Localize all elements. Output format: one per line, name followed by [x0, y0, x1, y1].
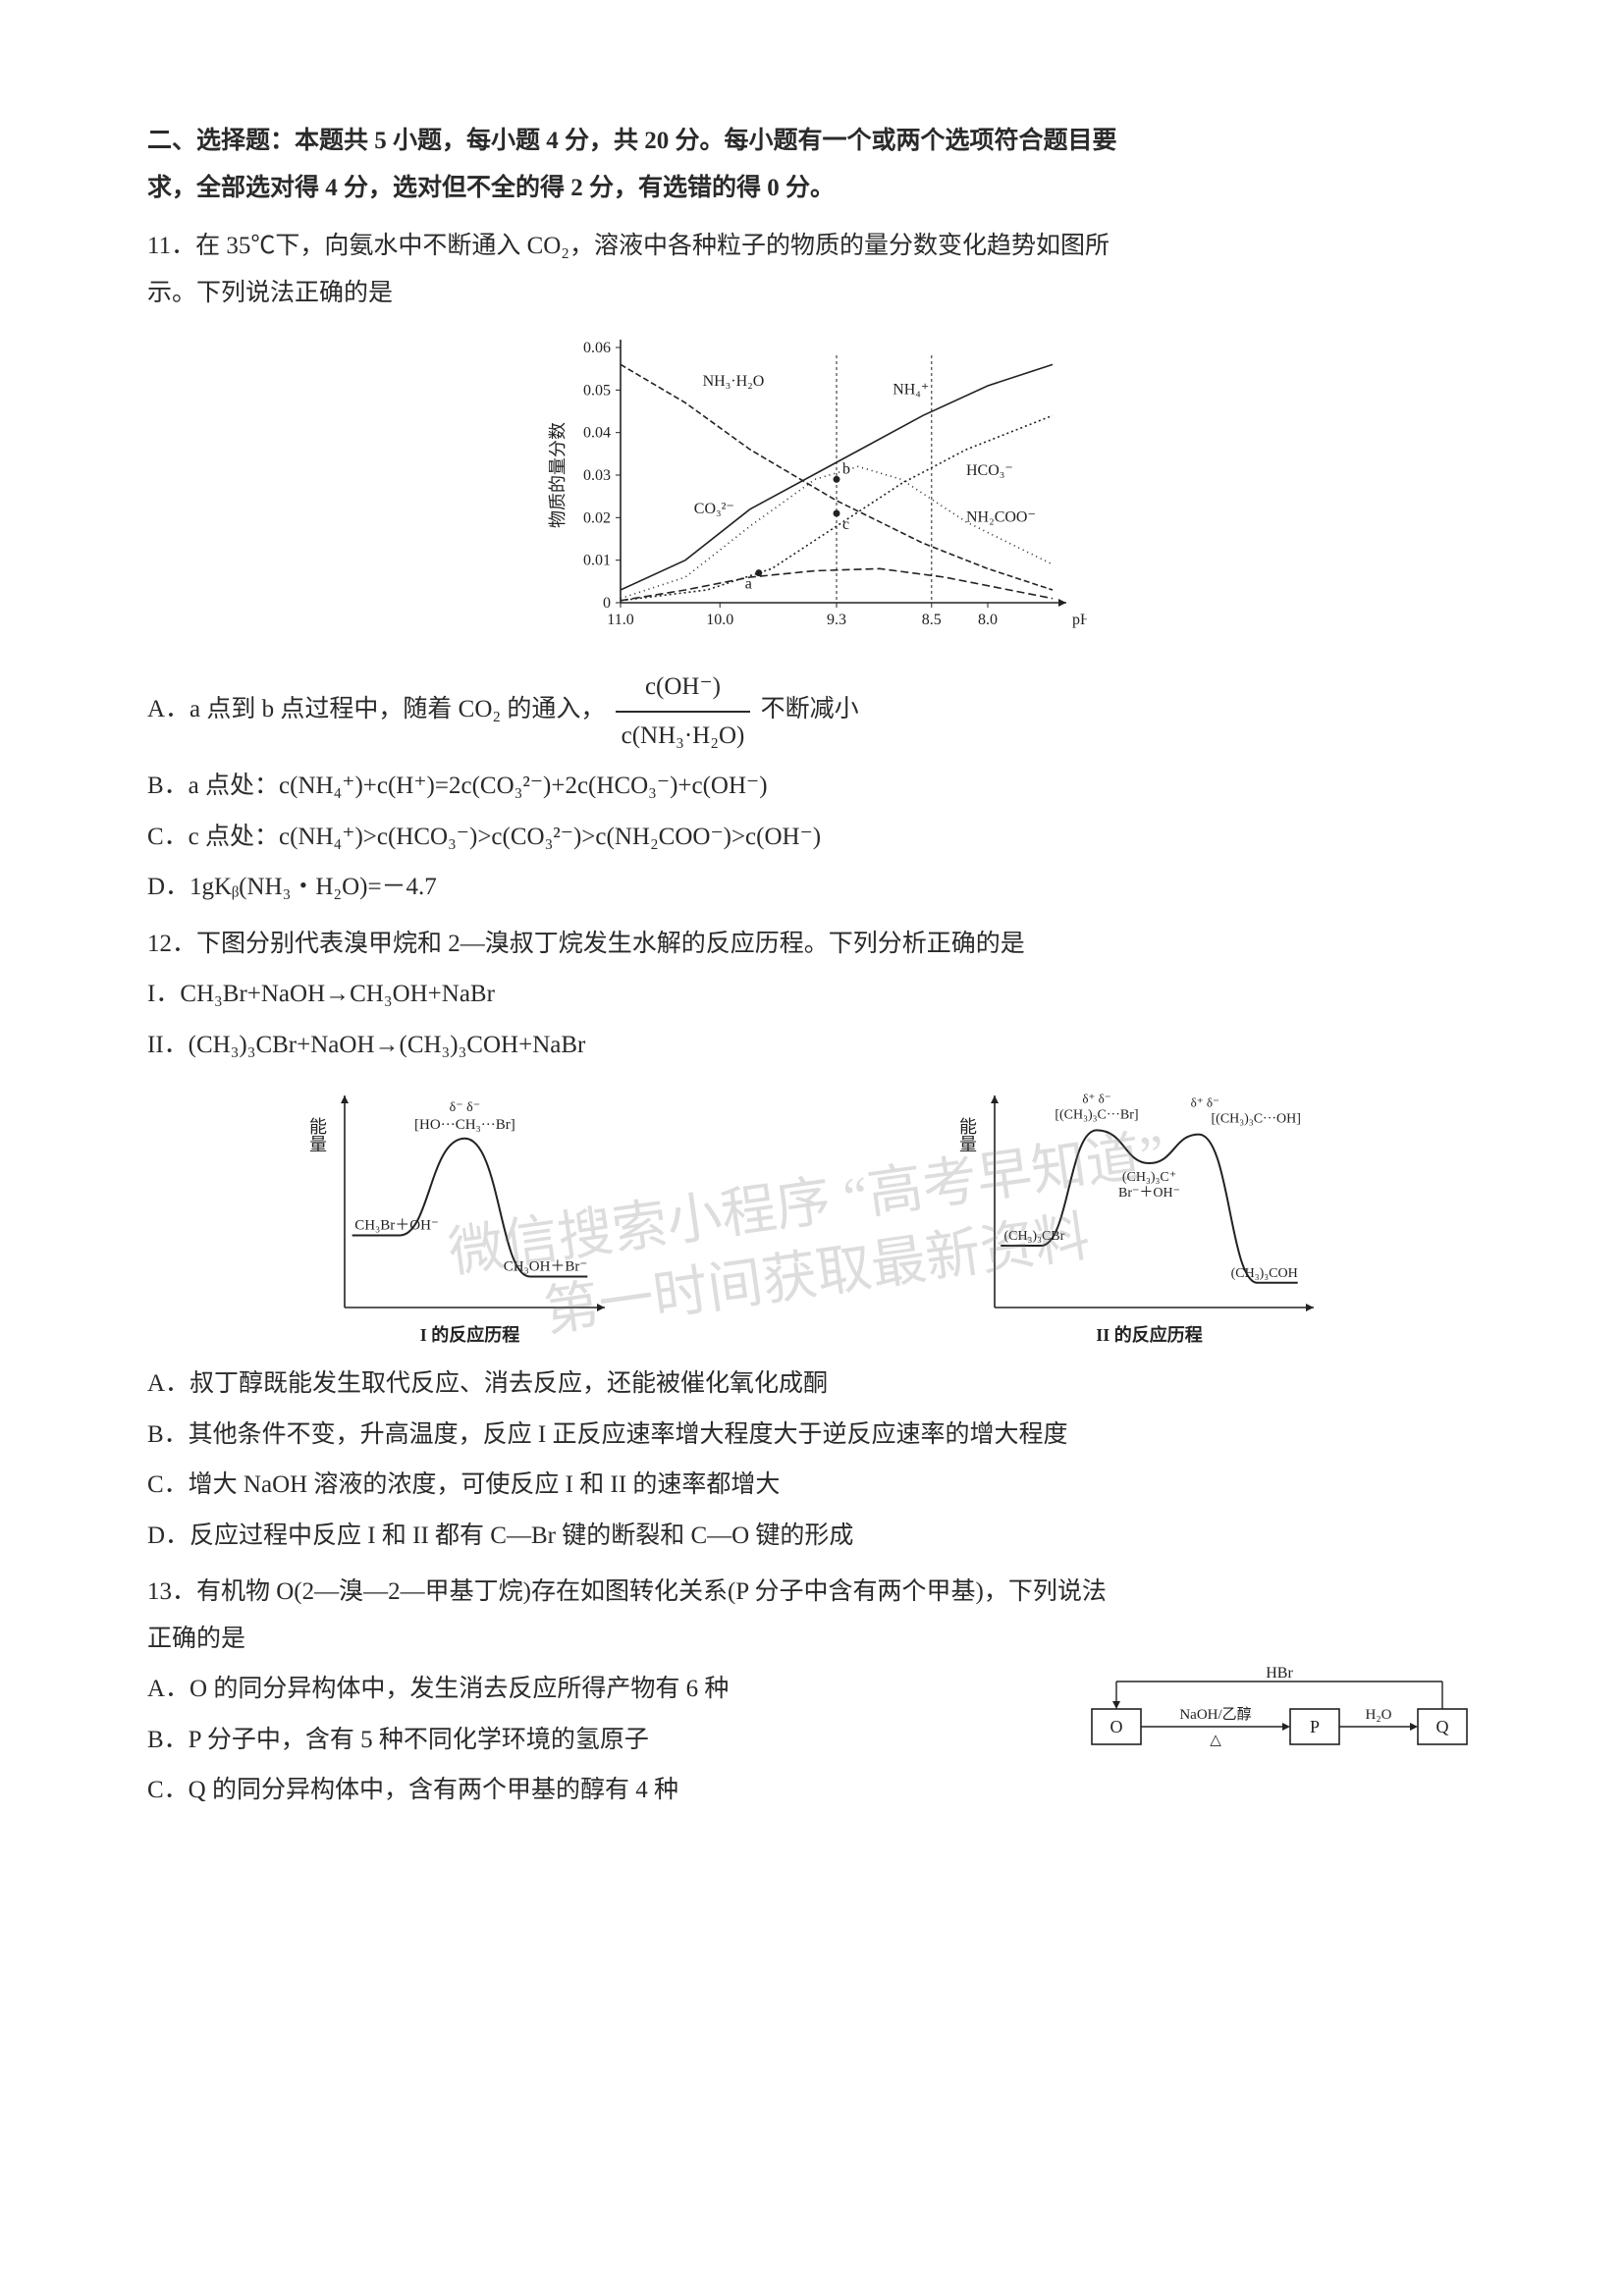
svg-text:O: O — [1110, 1717, 1123, 1736]
q13-stem-line2: 正确的是 — [147, 1626, 245, 1652]
q11-option-a: A．a 点到 b 点过程中，随着 CO₂ 的通入， c(OH⁻) c(NH₃·H… — [147, 664, 1477, 759]
section-heading-line2: 求，全部选对得 4 分，选对但不全的得 2 分，有选错的得 0 分。 — [147, 175, 835, 201]
svg-text:a: a — [745, 576, 752, 593]
svg-text:0: 0 — [603, 595, 611, 612]
q12-stem: 12．下图分别代表溴甲烷和 2—溴叔丁烷发生水解的反应历程。下列分析正确的是 — [147, 921, 1477, 968]
q12-eq2: II．(CH₃)₃CBr+NaOH→(CH₃)₃COH+NaBr — [147, 1022, 1477, 1069]
q12-option-b: B．其他条件不变，升高温度，反应 I 正反应速率增大程度大于逆反应速率的增大程度 — [147, 1412, 1477, 1459]
svg-text:物质的量分数: 物质的量分数 — [548, 422, 568, 528]
svg-text:△: △ — [1210, 1733, 1221, 1748]
svg-text:0.05: 0.05 — [583, 382, 611, 399]
svg-text:H₂O: H₂O — [1366, 1707, 1392, 1723]
q13-stem-line1: 13．有机物 O(2—溴—2—甲基丁烷)存在如图转化关系(P 分子中含有两个甲基… — [147, 1578, 1107, 1605]
section-heading-line1: 二、选择题：本题共 5 小题，每小题 4 分，共 20 分。每小题有一个或两个选… — [147, 128, 1117, 154]
svg-text:NaOH/乙醇: NaOH/乙醇 — [1179, 1706, 1251, 1723]
q11-opt-a-fraction: c(OH⁻) c(NH₃·H₂O) — [616, 664, 751, 759]
q11-option-b: B．a 点处：c(NH₄⁺)+c(H⁺)=2c(CO₃²⁻)+2c(HCO₃⁻)… — [147, 763, 1477, 810]
svg-text:c: c — [842, 516, 849, 533]
q12-eq1: I．CH₃Br+NaOH→CH₃OH+NaBr — [147, 971, 1477, 1018]
svg-text:能量: 能量 — [957, 1117, 977, 1152]
question-12: 微信搜索小程序 “高考早知道” 第一时间获取最新资料 12．下图分别代表溴甲烷和… — [147, 921, 1477, 1560]
q12-option-a: A．叔丁醇既能发生取代反应、消去反应，还能被催化氧化成酮 — [147, 1361, 1477, 1408]
q12-charts: 能量 δ⁻ δ⁻ [HO···CH₃···Br] CH₃Br＋OH⁻ CH₃OH＋Br⁻… — [147, 1082, 1477, 1347]
svg-text:9.3: 9.3 — [827, 612, 846, 628]
svg-text:Br⁻＋OH⁻: Br⁻＋OH⁻ — [1118, 1186, 1180, 1201]
question-13: 13．有机物 O(2—溴—2—甲基丁烷)存在如图转化关系(P 分子中含有两个甲基… — [147, 1569, 1477, 1818]
q11-opt-a-frac-num: c(OH⁻) — [616, 664, 751, 713]
q11-opt-a-pre: A．a 点到 b 点过程中，随着 CO₂ 的通入， — [147, 696, 612, 722]
q12-right-chart-svg: 能量 δ⁺ δ⁻ [(CH₃)₃C···Br] δ⁺ δ⁻ [(CH₃)₃C···OH]… — [950, 1082, 1324, 1347]
svg-text:0.01: 0.01 — [583, 553, 611, 569]
svg-text:CH₃OH＋Br⁻: CH₃OH＋Br⁻ — [504, 1259, 588, 1275]
svg-text:0.03: 0.03 — [583, 467, 611, 484]
q11-chart: 0 0.01 0.02 0.03 0.04 0.05 0.06 11.0 10.0 9.3 8.5 8… — [147, 328, 1477, 652]
svg-text:0.06: 0.06 — [583, 340, 611, 356]
svg-text:II 的反应历程: II 的反应历程 — [1096, 1324, 1203, 1345]
q11-option-d: D．1gKᵦ(NH₃・H₂O)=－4.7 — [147, 864, 1477, 911]
svg-text:HBr: HBr — [1266, 1666, 1293, 1682]
svg-text:(CH₃)₃COH: (CH₃)₃COH — [1231, 1266, 1298, 1281]
svg-text:8.5: 8.5 — [922, 612, 942, 628]
svg-text:NH₃·H₂O: NH₃·H₂O — [703, 373, 765, 390]
svg-text:10.0: 10.0 — [706, 612, 733, 628]
svg-text:[(CH₃)₃C···OH]: [(CH₃)₃C···OH] — [1212, 1112, 1301, 1127]
q11-option-c: C．c 点处：c(NH₄⁺)>c(HCO₃⁻)>c(CO₃²⁻)>c(NH₂CO… — [147, 814, 1477, 861]
q13-flow-svg: HBr O P Q NaOH/乙醇 △ H₂O — [1074, 1666, 1477, 1759]
svg-text:P: P — [1310, 1717, 1320, 1736]
q12-left-chart-svg: 能量 δ⁻ δ⁻ [HO···CH₃···Br] CH₃Br＋OH⁻ CH₃OH＋Br⁻… — [300, 1082, 615, 1347]
svg-text:[(CH₃)₃C···Br]: [(CH₃)₃C···Br] — [1055, 1107, 1138, 1122]
svg-text:8.0: 8.0 — [978, 612, 998, 628]
q11-opt-a-frac-den: c(NH₃·H₂O) — [616, 713, 751, 760]
q13-option-c: C．Q 的同分异构体中，含有两个甲基的醇有 4 种 — [147, 1767, 1477, 1814]
svg-text:I 的反应历程: I 的反应历程 — [420, 1324, 520, 1345]
svg-text:(CH₃)₃C⁺: (CH₃)₃C⁺ — [1122, 1170, 1176, 1185]
svg-text:11.0: 11.0 — [607, 612, 633, 628]
svg-text:CH₃Br＋OH⁻: CH₃Br＋OH⁻ — [354, 1218, 439, 1234]
svg-text:HCO₃⁻: HCO₃⁻ — [966, 462, 1013, 479]
svg-text:b: b — [842, 460, 850, 477]
svg-text:0.02: 0.02 — [583, 509, 611, 526]
svg-text:δ⁺ δ⁻: δ⁺ δ⁻ — [1082, 1091, 1110, 1105]
svg-text:Q: Q — [1436, 1717, 1449, 1736]
q11-opt-a-post: 不断减小 — [761, 696, 859, 722]
q11-chart-svg: 0 0.01 0.02 0.03 0.04 0.05 0.06 11.0 10.0 9.3 8.5 8… — [537, 328, 1087, 652]
svg-text:δ⁺ δ⁻: δ⁺ δ⁻ — [1191, 1095, 1219, 1110]
section-header: 二、选择题：本题共 5 小题，每小题 4 分，共 20 分。每小题有一个或两个选… — [147, 118, 1477, 211]
q12-option-c: C．增大 NaOH 溶液的浓度，可使反应 I 和 II 的速率都增大 — [147, 1462, 1477, 1509]
svg-text:[HO···CH₃···Br]: [HO···CH₃···Br] — [414, 1117, 515, 1133]
svg-text:能量: 能量 — [307, 1117, 327, 1152]
q11-stem-line1: 11．在 35℃下，向氨水中不断通入 CO₂，溶液中各种粒子的物质的量分数变化趋… — [147, 233, 1110, 259]
svg-text:0.04: 0.04 — [583, 425, 611, 442]
q11-stem-line2: 示。下列说法正确的是 — [147, 280, 393, 306]
q12-option-d: D．反应过程中反应 I 和 II 都有 C—Br 键的断裂和 C—O 键的形成 — [147, 1513, 1477, 1560]
svg-text:pH: pH — [1072, 612, 1087, 628]
svg-text:NH₂COO⁻: NH₂COO⁻ — [966, 509, 1036, 526]
svg-text:(CH₃)₃CBr: (CH₃)₃CBr — [1003, 1229, 1064, 1244]
question-11: 11．在 35℃下，向氨水中不断通入 CO₂，溶液中各种粒子的物质的量分数变化趋… — [147, 223, 1477, 911]
svg-text:CO₃²⁻: CO₃²⁻ — [694, 501, 734, 517]
q13-flow: HBr O P Q NaOH/乙醇 △ H₂O — [1074, 1666, 1477, 1759]
svg-text:NH₄⁺: NH₄⁺ — [893, 382, 929, 399]
svg-text:δ⁻ δ⁻: δ⁻ δ⁻ — [450, 1100, 480, 1115]
